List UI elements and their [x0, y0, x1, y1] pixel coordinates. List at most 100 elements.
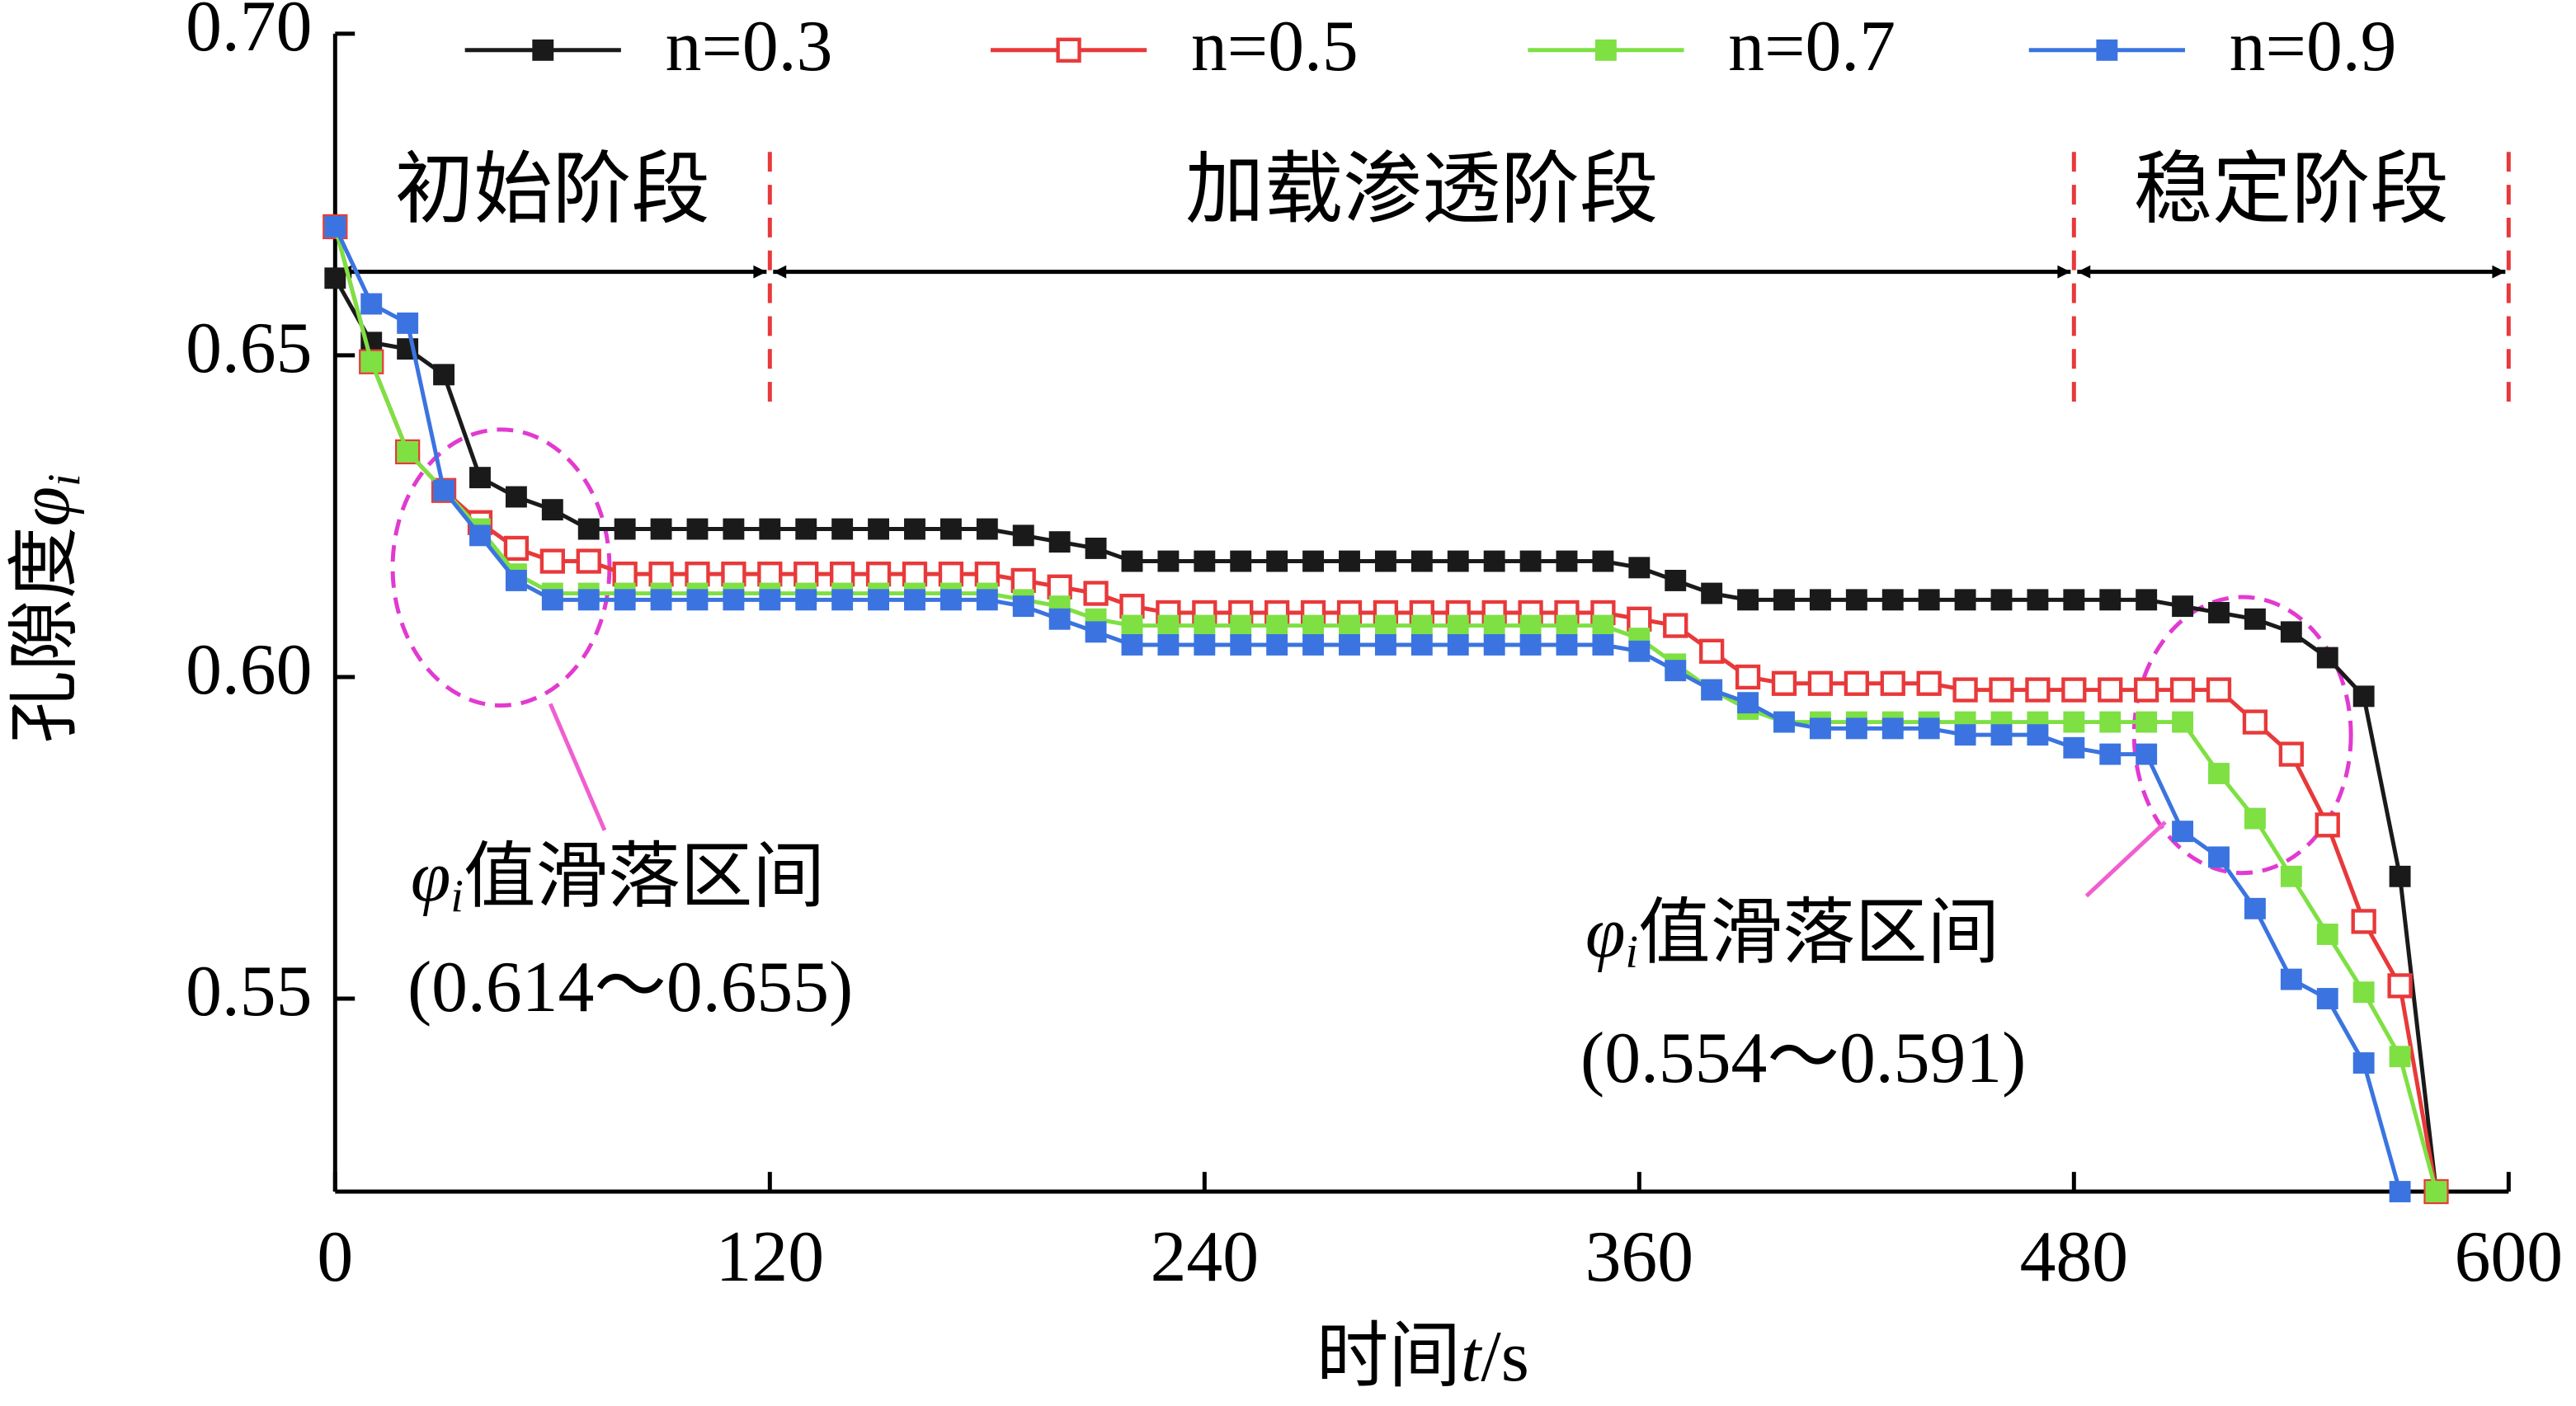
data-point	[1954, 724, 1976, 746]
data-point	[433, 479, 455, 501]
data-point	[902, 562, 928, 587]
data-point	[2063, 711, 2085, 733]
data-point	[1771, 670, 1797, 696]
data-point	[1556, 550, 1578, 572]
legend-marker	[2096, 39, 2118, 61]
data-point	[1194, 550, 1216, 572]
x-axis-label: 时间t/s	[1316, 1316, 1529, 1396]
data-point	[2136, 743, 2158, 765]
data-point	[1773, 589, 1795, 611]
data-point	[2389, 1046, 2411, 1068]
data-point	[1266, 634, 1288, 656]
data-point	[1881, 589, 1904, 611]
data-point	[2061, 677, 2087, 703]
legend-label: n=0.3	[666, 6, 833, 86]
data-point	[2172, 711, 2194, 733]
data-point	[2316, 988, 2338, 1009]
legend-label: n=0.9	[2230, 6, 2397, 86]
data-point	[577, 589, 600, 611]
x-tick-label: 360	[1585, 1216, 1693, 1296]
data-point	[1990, 724, 2013, 746]
data-point	[1410, 550, 1433, 572]
highlight-ellipse	[2131, 595, 2353, 876]
y-tick-label: 0.65	[186, 308, 312, 388]
series-line	[333, 277, 2438, 1192]
data-point	[324, 267, 346, 289]
data-point	[2244, 807, 2266, 830]
data-point	[1519, 634, 1542, 656]
data-point	[2099, 743, 2122, 765]
data-point	[1047, 574, 1072, 600]
legend-marker	[1594, 39, 1617, 61]
data-point	[795, 589, 817, 611]
data-point	[686, 518, 709, 540]
data-point	[2389, 865, 2411, 887]
leader-line	[2084, 821, 2167, 898]
data-point	[1807, 670, 1834, 696]
data-point	[1918, 589, 1940, 611]
data-point	[2352, 1052, 2375, 1074]
annotation-symbol: φ	[1585, 892, 1625, 972]
data-point	[868, 589, 890, 611]
data-point	[1519, 614, 1542, 637]
data-point	[2315, 812, 2340, 838]
data-point	[1266, 614, 1288, 637]
data-point	[2425, 1181, 2447, 1202]
data-point	[1302, 550, 1325, 572]
data-point	[1121, 614, 1143, 637]
stage-label: 加载渗透阶段	[1185, 146, 1659, 233]
data-point	[2025, 677, 2051, 703]
x-label-unit: /s	[1481, 1316, 1528, 1396]
data-point	[1048, 531, 1071, 553]
data-point	[1556, 614, 1578, 637]
data-point	[686, 589, 709, 611]
data-point	[1010, 567, 1036, 594]
legend-marker	[1056, 37, 1081, 63]
data-point	[505, 570, 527, 591]
series-line	[333, 225, 2402, 1192]
data-point	[2172, 595, 2194, 618]
data-point	[1339, 634, 1360, 656]
x-tick-label: 120	[716, 1216, 824, 1296]
svg-text:孔隙度φi: 孔隙度φi	[5, 474, 91, 744]
data-point	[1339, 550, 1360, 572]
stage-label: 稳定阶段	[2134, 146, 2449, 233]
data-point	[1592, 550, 1614, 572]
data-point	[650, 589, 672, 611]
data-point	[2172, 821, 2194, 843]
data-point	[397, 440, 419, 463]
data-point	[541, 499, 563, 521]
data-point	[1701, 679, 1723, 701]
x-label-symbol: t	[1461, 1316, 1483, 1396]
leader-line	[548, 703, 607, 831]
data-point	[757, 562, 783, 587]
data-point	[1918, 717, 1940, 740]
annotation-symbol: φ	[411, 837, 450, 917]
series-line	[332, 226, 2438, 1192]
annotation-text: 值滑落区间	[464, 837, 825, 917]
data-point	[1119, 594, 1145, 619]
data-point	[1592, 634, 1614, 656]
data-point	[1556, 634, 1578, 656]
data-point	[1737, 589, 1759, 611]
data-point	[904, 589, 925, 611]
data-point	[2027, 589, 2049, 611]
data-point	[469, 467, 491, 489]
data-point	[831, 518, 854, 540]
data-point	[2206, 677, 2232, 703]
data-point	[648, 562, 674, 587]
data-point	[1447, 634, 1469, 656]
data-point	[940, 518, 962, 540]
data-point	[831, 589, 854, 611]
data-point	[1483, 550, 1505, 572]
data-point	[2244, 608, 2266, 630]
data-point	[539, 548, 565, 574]
data-point	[1374, 634, 1396, 656]
data-point	[2242, 709, 2268, 735]
data-point	[1916, 670, 1942, 696]
data-point	[324, 215, 346, 237]
data-point	[1990, 589, 2013, 611]
data-point	[759, 518, 781, 540]
annotation: φi值滑落区间	[1585, 892, 1999, 978]
data-point	[2027, 724, 2049, 746]
